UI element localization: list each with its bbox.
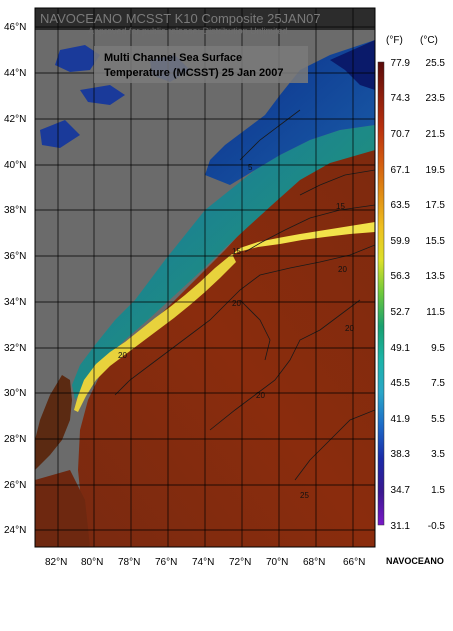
isotherm-label: 20 (338, 265, 347, 274)
lat-label: 28°N (4, 434, 26, 445)
legend-f-label: 70.7 (391, 129, 411, 140)
lat-label: 40°N (4, 160, 26, 171)
lat-label: 32°N (4, 343, 26, 354)
lon-label: 66°N (343, 557, 365, 568)
legend-c-label: 23.5 (426, 93, 446, 104)
isotherm-label: 15 (336, 202, 345, 211)
cold-water (205, 40, 375, 185)
legend-f-label: 52.7 (391, 307, 411, 318)
lat-label: 34°N (4, 297, 26, 308)
legend-f-label: 63.5 (391, 200, 411, 211)
isotherm-label: 25 (300, 491, 309, 500)
isotherm-label: 20 (232, 299, 241, 308)
lon-label: 76°N (155, 557, 177, 568)
lon-label: 82°N (45, 557, 67, 568)
lake-water (55, 45, 100, 72)
lon-label: 72°N (229, 557, 251, 568)
legend-c-label: 7.5 (431, 378, 445, 389)
legend-c-label: 17.5 (426, 200, 446, 211)
legend-c-label: 21.5 (426, 129, 446, 140)
legend-c-label: 1.5 (431, 485, 445, 496)
lat-label: 24°N (4, 525, 26, 536)
legend-c-label: 19.5 (426, 165, 446, 176)
caption-box (94, 46, 308, 83)
legend-f-label: 67.1 (391, 165, 411, 176)
legend-f-label: 41.9 (391, 414, 411, 425)
isotherm-label: 20 (345, 324, 354, 333)
isotherm-labels: 5 15 15 20 20 20 20 20 25 (118, 163, 354, 500)
legend-f-label: 77.9 (391, 58, 411, 69)
lat-label: 30°N (4, 388, 26, 399)
lat-label: 36°N (4, 251, 26, 262)
lat-label: 44°N (4, 68, 26, 79)
lat-label: 46°N (4, 22, 26, 33)
legend-c-label: 5.5 (431, 414, 445, 425)
gulf-stream-front (230, 222, 375, 256)
isotherm-label: 20 (118, 351, 127, 360)
lon-label: 70°N (266, 557, 288, 568)
legend-f-label: 49.1 (391, 343, 411, 354)
legend-c-label: -0.5 (428, 521, 446, 532)
lon-label: 68°N (303, 557, 325, 568)
caption-line-2: Temperature (MCSST) 25 Jan 2007 (104, 67, 284, 79)
lon-label: 78°N (118, 557, 140, 568)
legend-unit-celsius: (°C) (420, 35, 438, 46)
legend-ticks: 77.9 74.3 70.7 67.1 63.5 59.9 56.3 52.7 … (391, 58, 446, 532)
lake-water (80, 85, 125, 105)
lake-water (40, 120, 80, 148)
lon-label: 74°N (192, 557, 214, 568)
isotherm-label: 5 (248, 163, 253, 172)
map-title: NAVOCEANO MCSST K10 Composite 25JAN07 (40, 11, 321, 26)
warm-ocean (78, 150, 375, 547)
legend-f-label: 34.7 (391, 485, 411, 496)
isotherm-label: 15 (232, 247, 241, 256)
map-frame (34, 7, 376, 548)
caption-line-1: Multi Channel Sea Surface (104, 52, 242, 64)
lat-label: 38°N (4, 205, 26, 216)
lat-label: 42°N (4, 114, 26, 125)
straits-water (35, 470, 90, 547)
lat-label: 26°N (4, 480, 26, 491)
brand-label: NAVOCEANO (386, 556, 444, 566)
legend-f-label: 74.3 (391, 93, 411, 104)
legend-f-label: 59.9 (391, 236, 411, 247)
legend-c-label: 11.5 (426, 307, 445, 318)
gulf-water (35, 375, 72, 470)
legend-c-label: 13.5 (426, 271, 446, 282)
color-bar (377, 61, 385, 526)
legend-f-label: 56.3 (391, 271, 411, 282)
legend-c-label: 9.5 (431, 343, 445, 354)
isotherm-label: 20 (256, 391, 265, 400)
legend-c-label: 15.5 (426, 236, 446, 247)
legend-c-label: 25.5 (426, 58, 446, 69)
shelf-water (72, 125, 375, 400)
legend-unit-fahrenheit: (°F) (386, 35, 403, 46)
longitude-labels: 82°N 80°N 78°N 76°N 74°N 72°N 70°N 68°N … (45, 557, 365, 568)
cold-water-deep (330, 40, 375, 90)
gulf-stream-edge (74, 254, 236, 412)
map-subtitle: Approved for public release: Distributio… (88, 26, 288, 36)
legend-c-label: 3.5 (431, 449, 445, 460)
legend-f-label: 38.3 (391, 449, 411, 460)
latitude-labels: 46°N 44°N 42°N 40°N 38°N 36°N 34°N 32°N … (4, 22, 26, 536)
legend-f-label: 45.5 (391, 378, 411, 389)
legend-f-label: 31.1 (391, 521, 411, 532)
lon-label: 80°N (81, 557, 103, 568)
